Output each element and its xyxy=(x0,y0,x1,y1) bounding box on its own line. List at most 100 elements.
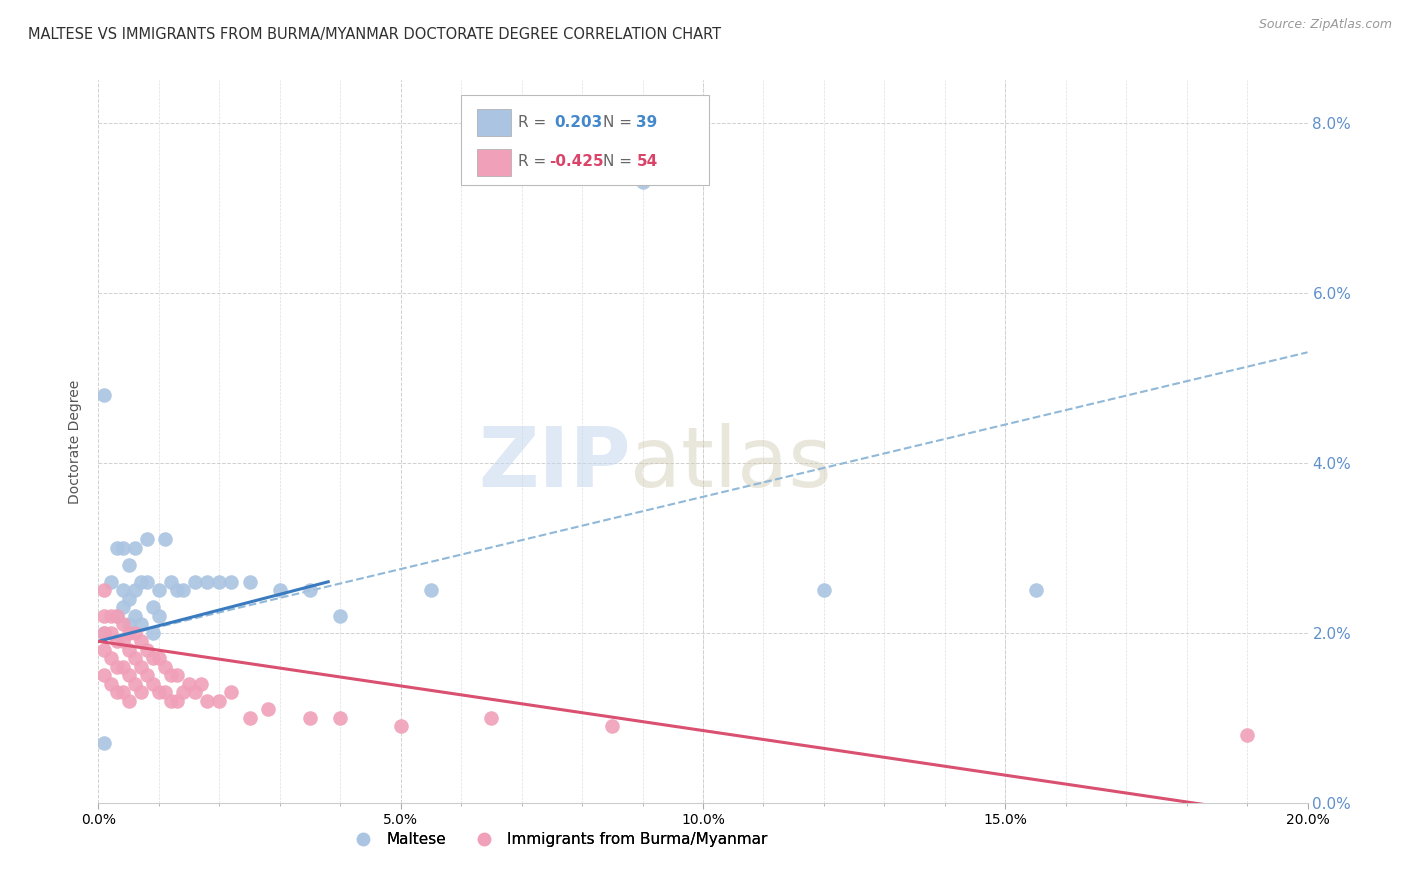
Point xyxy=(118,668,141,682)
Point xyxy=(135,533,157,547)
Point xyxy=(129,634,152,648)
Point xyxy=(195,574,218,589)
Point xyxy=(124,625,146,640)
Point xyxy=(329,711,352,725)
Point xyxy=(93,388,115,402)
Point xyxy=(100,677,122,691)
Point xyxy=(111,617,134,632)
Point xyxy=(208,574,231,589)
Point xyxy=(100,651,122,665)
Point xyxy=(172,685,194,699)
Text: atlas: atlas xyxy=(630,423,832,504)
Point xyxy=(118,591,141,606)
Point xyxy=(118,625,141,640)
Point xyxy=(239,574,262,589)
Point xyxy=(195,694,218,708)
FancyBboxPatch shape xyxy=(477,109,510,136)
Point xyxy=(100,574,122,589)
Point xyxy=(118,642,141,657)
Point xyxy=(129,574,152,589)
Point xyxy=(105,608,128,623)
Point xyxy=(389,719,412,733)
Point xyxy=(184,685,207,699)
Point xyxy=(1236,728,1258,742)
Point xyxy=(124,677,146,691)
Point xyxy=(135,574,157,589)
Point xyxy=(299,583,322,598)
Point xyxy=(172,583,194,598)
Point xyxy=(813,583,835,598)
Point xyxy=(118,694,141,708)
Point xyxy=(100,608,122,623)
Point xyxy=(148,651,170,665)
Point xyxy=(135,668,157,682)
Point xyxy=(269,583,291,598)
Point xyxy=(179,677,201,691)
Point xyxy=(93,608,115,623)
Point xyxy=(129,685,152,699)
Text: N =: N = xyxy=(603,154,631,169)
Point xyxy=(93,736,115,750)
Point xyxy=(142,625,165,640)
Point xyxy=(100,625,122,640)
Point xyxy=(129,660,152,674)
Point xyxy=(93,625,115,640)
Point xyxy=(111,685,134,699)
Point xyxy=(420,583,443,598)
Point xyxy=(142,600,165,615)
Point xyxy=(124,651,146,665)
Point xyxy=(129,617,152,632)
Point xyxy=(118,617,141,632)
Point xyxy=(299,711,322,725)
Text: R =: R = xyxy=(517,154,547,169)
Point xyxy=(166,583,188,598)
Point xyxy=(142,651,165,665)
Point xyxy=(239,711,262,725)
Point xyxy=(124,583,146,598)
Point xyxy=(208,694,231,708)
Point xyxy=(602,719,624,733)
FancyBboxPatch shape xyxy=(477,149,510,176)
Point xyxy=(124,541,146,555)
Point xyxy=(111,541,134,555)
Point xyxy=(93,583,115,598)
Point xyxy=(1024,583,1046,598)
Point xyxy=(153,660,176,674)
Text: N =: N = xyxy=(603,114,631,129)
Point xyxy=(329,608,352,623)
Point xyxy=(166,694,188,708)
Text: 0.203: 0.203 xyxy=(554,114,603,129)
Point xyxy=(631,175,654,189)
Text: -0.425: -0.425 xyxy=(550,154,605,169)
Text: Source: ZipAtlas.com: Source: ZipAtlas.com xyxy=(1258,18,1392,31)
Point xyxy=(111,634,134,648)
Text: MALTESE VS IMMIGRANTS FROM BURMA/MYANMAR DOCTORATE DEGREE CORRELATION CHART: MALTESE VS IMMIGRANTS FROM BURMA/MYANMAR… xyxy=(28,27,721,42)
Legend: Maltese, Immigrants from Burma/Myanmar: Maltese, Immigrants from Burma/Myanmar xyxy=(342,826,773,853)
Point xyxy=(111,660,134,674)
Point xyxy=(221,574,243,589)
Text: R =: R = xyxy=(517,114,547,129)
Point xyxy=(256,702,278,716)
Point xyxy=(93,642,115,657)
Text: 39: 39 xyxy=(637,114,658,129)
Point xyxy=(148,685,170,699)
Point xyxy=(105,541,128,555)
Point xyxy=(184,574,207,589)
Point xyxy=(153,533,176,547)
Point xyxy=(160,668,183,682)
Point xyxy=(93,668,115,682)
Point xyxy=(153,685,176,699)
Point xyxy=(160,574,183,589)
Point xyxy=(111,600,134,615)
Point xyxy=(105,685,128,699)
Point xyxy=(190,677,212,691)
Text: ZIP: ZIP xyxy=(478,423,630,504)
Point xyxy=(124,608,146,623)
Point xyxy=(166,668,188,682)
Point xyxy=(148,583,170,598)
Point xyxy=(135,642,157,657)
Point xyxy=(93,625,115,640)
Y-axis label: Doctorate Degree: Doctorate Degree xyxy=(69,379,83,504)
FancyBboxPatch shape xyxy=(461,95,709,185)
Point xyxy=(118,558,141,572)
